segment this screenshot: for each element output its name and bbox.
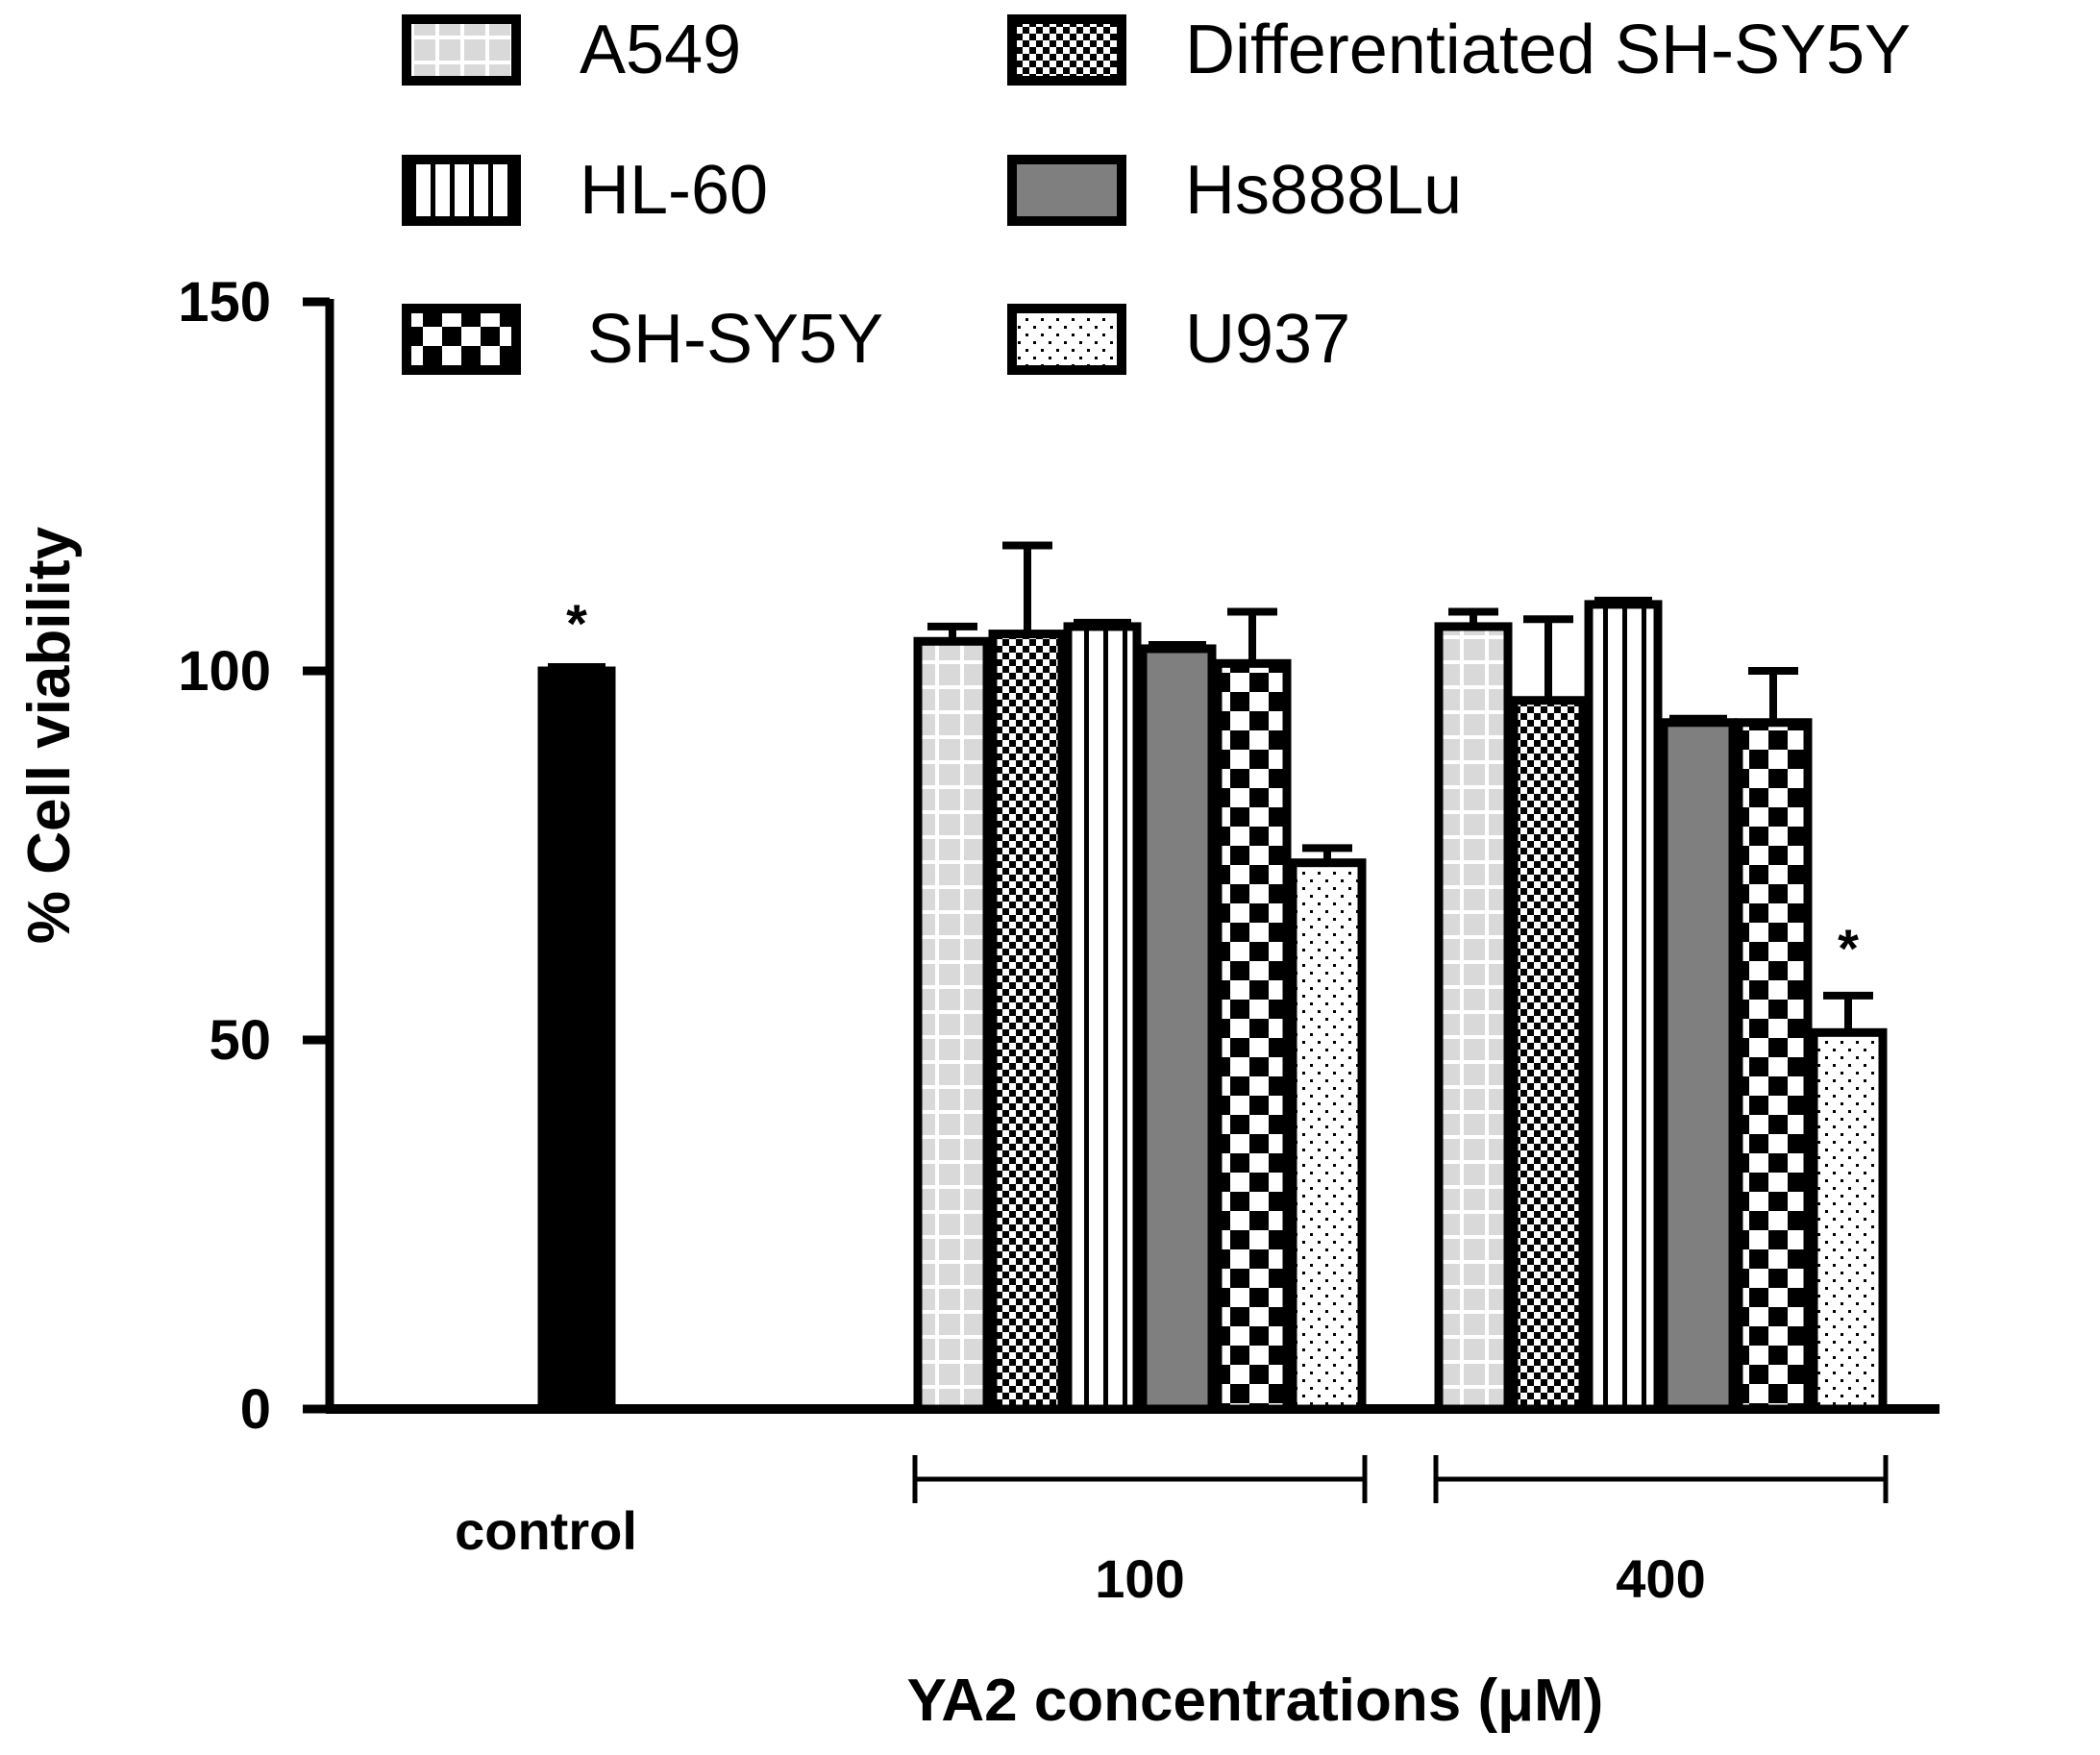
legend-swatch <box>402 304 521 375</box>
bar-hs888lu <box>1138 644 1217 1414</box>
bar-a549 <box>1434 622 1513 1414</box>
x-axis-title: YA2 concentrations (μM) <box>907 1668 1604 1734</box>
legend-swatch <box>1007 14 1126 86</box>
group-brackets: control 100 400 <box>455 1455 1889 1609</box>
legend-label: Hs888Lu <box>1185 152 1462 229</box>
bar-a549 <box>913 636 992 1414</box>
legend-label: Differentiated SH-SY5Y <box>1185 12 1911 88</box>
bar-group-400: * <box>1434 596 1888 1414</box>
legend-item-sh-sy5y: SH-SY5Y <box>402 301 883 378</box>
legend-item-differentiated-sh-sy5y: Differentiated SH-SY5Y <box>1007 12 1911 88</box>
significance-marker: * <box>566 593 587 654</box>
legend-swatch <box>1007 304 1126 375</box>
significance-marker: * <box>1838 918 1859 978</box>
legend-label: HL-60 <box>580 152 768 229</box>
legend-label: U937 <box>1185 301 1350 378</box>
x-category-label: control <box>455 1500 637 1561</box>
y-tick-label: 0 <box>240 1378 271 1441</box>
bars: ** <box>537 541 1888 1414</box>
y-tick-label: 100 <box>178 640 271 703</box>
bar-group-100 <box>913 541 1367 1414</box>
y-tick-label: 150 <box>178 271 271 334</box>
bar-group-control: * <box>537 593 616 1414</box>
legend-item-a549: A549 <box>402 12 741 88</box>
legend: A549 Differentiated SH-SY5Y HL-60 Hs888Lu SH… <box>402 12 1911 378</box>
legend-label: SH-SY5Y <box>587 301 883 378</box>
bar-hl-60 <box>1063 622 1142 1414</box>
x-category-label: 400 <box>1616 1548 1705 1609</box>
legend-swatch <box>1007 155 1126 226</box>
legend-item-hl-60: HL-60 <box>402 152 768 229</box>
bar-control <box>537 666 616 1414</box>
y-tick-label: 50 <box>209 1009 271 1072</box>
bar-u937 <box>1288 858 1367 1414</box>
y-axis-title: % Cell viability <box>16 526 83 944</box>
legend-swatch <box>402 155 521 226</box>
bar-differentiated-sh-sy5y <box>1509 696 1588 1414</box>
bar-sh-sy5y <box>1734 718 1813 1414</box>
legend-swatch <box>402 14 521 86</box>
bar-sh-sy5y <box>1213 658 1292 1414</box>
bar-u937 <box>1809 1027 1888 1414</box>
bar-differentiated-sh-sy5y <box>988 630 1067 1414</box>
legend-label: A549 <box>580 12 741 88</box>
bar-hl-60 <box>1584 600 1663 1414</box>
x-category-label: 100 <box>1095 1548 1184 1609</box>
legend-item-hs888lu: Hs888Lu <box>1007 152 1462 229</box>
bar-hs888lu <box>1659 718 1738 1414</box>
legend-item-u937: U937 <box>1007 301 1350 378</box>
